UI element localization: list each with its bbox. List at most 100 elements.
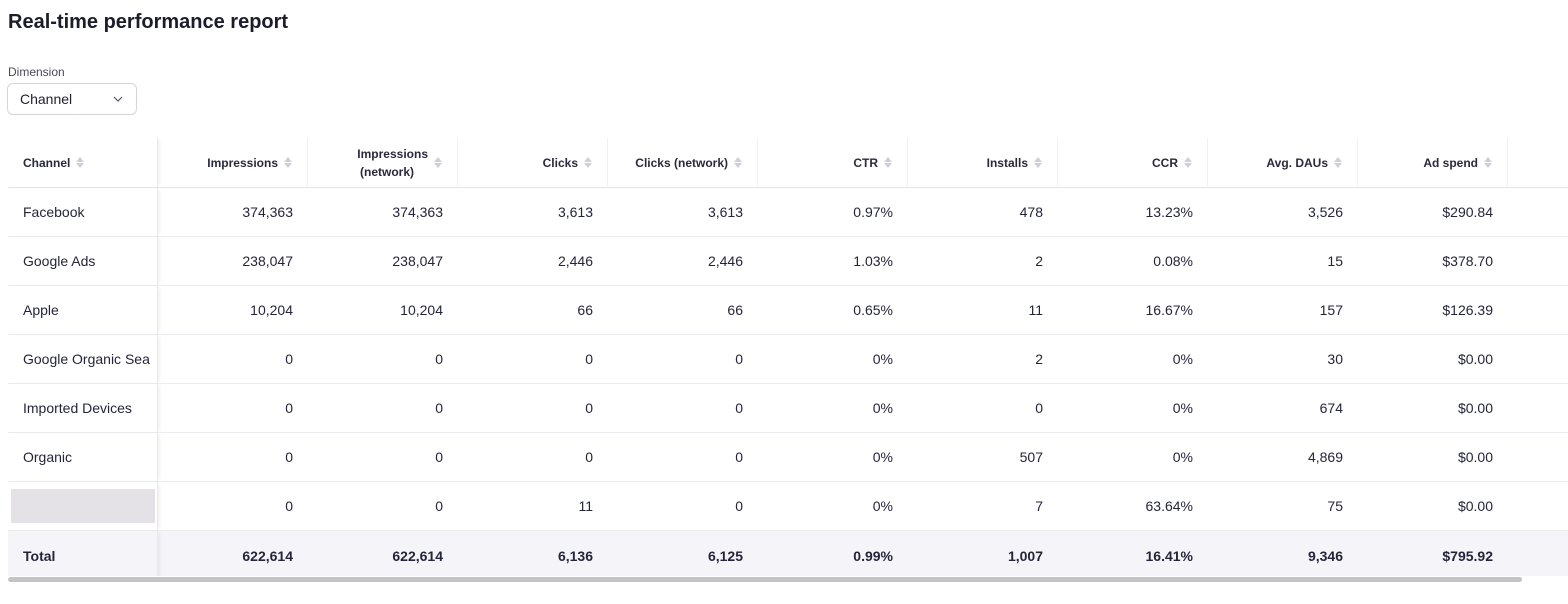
table-cell: 0 xyxy=(435,351,443,367)
table-cell: 0% xyxy=(1172,351,1193,367)
table-cell: 0 xyxy=(585,351,593,367)
table-cell: 0% xyxy=(872,449,893,465)
channel-cell: Apple xyxy=(8,286,158,334)
total-cell: 6,136 xyxy=(557,547,593,564)
column-header-label: Clicks xyxy=(542,155,578,170)
sort-icon[interactable] xyxy=(284,157,292,168)
total-row: Total 622,614 622,614 6,136 6,125 0.99% 1,007 1… xyxy=(8,531,1568,576)
sort-icon[interactable] xyxy=(884,157,892,168)
total-cell: 6,125 xyxy=(707,547,743,564)
column-header-installs[interactable]: Installs xyxy=(908,138,1058,187)
table-cell: 30 xyxy=(1327,351,1343,367)
table-cell: 0.97% xyxy=(853,204,893,220)
table-cell: 0 xyxy=(435,400,443,416)
table-cell: 0 xyxy=(1035,400,1043,416)
sort-icon[interactable] xyxy=(76,157,85,168)
table-cell: 2 xyxy=(1035,253,1043,269)
table-cell: 2 xyxy=(1035,351,1043,367)
table-cell: 3,526 xyxy=(1307,204,1343,220)
table-cell: $290.84 xyxy=(1442,204,1493,220)
page-title: Real-time performance report xyxy=(8,11,289,33)
table-cell: 0 xyxy=(435,498,443,514)
table-cell: 4,869 xyxy=(1307,449,1343,465)
table-cell: 10,204 xyxy=(250,302,293,318)
dimension-select[interactable]: Channel xyxy=(7,83,137,115)
sort-icon[interactable] xyxy=(584,157,592,168)
table-cell: $0.00 xyxy=(1457,400,1493,416)
table-cell: 0 xyxy=(735,498,743,514)
table-cell: 63.64% xyxy=(1145,498,1193,514)
chevron-down-icon xyxy=(113,96,123,102)
column-header-label: Impressions xyxy=(207,155,278,170)
column-header-label-line: Impressions xyxy=(357,146,428,161)
column-header-impressions[interactable]: Impressions xyxy=(158,138,308,187)
horizontal-scrollbar[interactable] xyxy=(8,577,1522,582)
table-cell: 13.23% xyxy=(1145,204,1193,220)
redacted-placeholder xyxy=(11,489,155,523)
table-row: Imported Devices 0 0 0 0 0% 0 0% 674 $0.00 xyxy=(8,384,1568,433)
table-header-row: Channel Impressions Impressions (network) Cl… xyxy=(8,138,1568,188)
table-row: 0 0 11 0 0% 7 63.64% 75 $0.00 xyxy=(8,482,1568,531)
sort-icon[interactable] xyxy=(1034,157,1042,168)
performance-table: Channel Impressions Impressions (network) Cl… xyxy=(8,138,1568,576)
table-cell: 16.67% xyxy=(1145,302,1193,318)
table-cell: 0 xyxy=(585,449,593,465)
sort-icon[interactable] xyxy=(734,157,742,168)
table-cell: 157 xyxy=(1319,302,1343,318)
table-cell: $378.70 xyxy=(1442,253,1493,269)
table-cell: 374,363 xyxy=(392,204,443,220)
table-cell: 0 xyxy=(735,351,743,367)
table-cell: $0.00 xyxy=(1457,498,1493,514)
total-cell: 622,614 xyxy=(242,547,293,564)
table-cell: 11 xyxy=(1028,302,1043,318)
column-header-impressions-network[interactable]: Impressions (network) xyxy=(308,138,458,187)
table-cell: 66 xyxy=(577,302,593,318)
total-cell: 1,007 xyxy=(1007,547,1043,564)
table-cell: 10,204 xyxy=(400,302,443,318)
sort-icon[interactable] xyxy=(434,157,442,168)
table-cell: 1.03% xyxy=(853,253,893,269)
table-cell: 75 xyxy=(1327,498,1343,514)
table-body: Facebook 374,363 374,363 3,613 3,613 0.97% 478… xyxy=(8,188,1568,576)
table-cell: 3,613 xyxy=(707,204,743,220)
table-cell: 66 xyxy=(727,302,743,318)
column-header-label: Channel xyxy=(23,155,71,170)
column-header-ctr[interactable]: CTR xyxy=(758,138,908,187)
column-header-clicks-network[interactable]: Clicks (network) xyxy=(608,138,758,187)
table-cell: 0.08% xyxy=(1153,253,1193,269)
table-row: Google Ads 238,047 238,047 2,446 2,446 1.03% 2… xyxy=(8,237,1568,286)
column-header-avg-daus[interactable]: Avg. DAUs xyxy=(1208,138,1358,187)
table-cell: 0% xyxy=(1172,449,1193,465)
channel-cell: Organic xyxy=(8,433,158,481)
column-header-ccr[interactable]: CCR xyxy=(1058,138,1208,187)
table-cell: 2,446 xyxy=(707,253,743,269)
column-header-label: Ad spend xyxy=(1423,155,1478,170)
table-row: Apple 10,204 10,204 66 66 0.65% 11 16.67% 157 $12… xyxy=(8,286,1568,335)
sort-icon[interactable] xyxy=(1484,157,1492,168)
dimension-selected-value: Channel xyxy=(20,91,73,107)
sort-icon[interactable] xyxy=(1184,157,1192,168)
table-cell: 0 xyxy=(735,400,743,416)
table-cell: 238,047 xyxy=(392,253,443,269)
column-header-label: CCR xyxy=(1152,155,1178,170)
column-header-ad-spend[interactable]: Ad spend xyxy=(1358,138,1508,187)
column-header-label-line: (network) xyxy=(360,164,414,179)
table-row: Google Organic Sea 0 0 0 0 0% 2 0% 30 $0.00 xyxy=(8,335,1568,384)
table-cell: 0 xyxy=(435,449,443,465)
table-cell: 0.65% xyxy=(853,302,893,318)
table-row: Facebook 374,363 374,363 3,613 3,613 0.97% 478… xyxy=(8,188,1568,237)
column-header-label: Avg. DAUs xyxy=(1266,155,1328,170)
table-cell: 7 xyxy=(1035,498,1043,514)
sort-icon[interactable] xyxy=(1334,157,1342,168)
table-cell: 478 xyxy=(1019,204,1043,220)
table-cell: 0 xyxy=(585,400,593,416)
column-header-label: Clicks (network) xyxy=(635,155,728,170)
table-cell: 0% xyxy=(872,400,893,416)
total-cell: 9,346 xyxy=(1307,547,1343,564)
table-row: Organic 0 0 0 0 0% 507 0% 4,869 $0.00 xyxy=(8,433,1568,482)
table-cell: $0.00 xyxy=(1457,449,1493,465)
column-header-clicks[interactable]: Clicks xyxy=(458,138,608,187)
table-cell: $126.39 xyxy=(1442,302,1493,318)
table-cell: 0% xyxy=(872,351,893,367)
column-header-channel[interactable]: Channel xyxy=(8,138,158,187)
